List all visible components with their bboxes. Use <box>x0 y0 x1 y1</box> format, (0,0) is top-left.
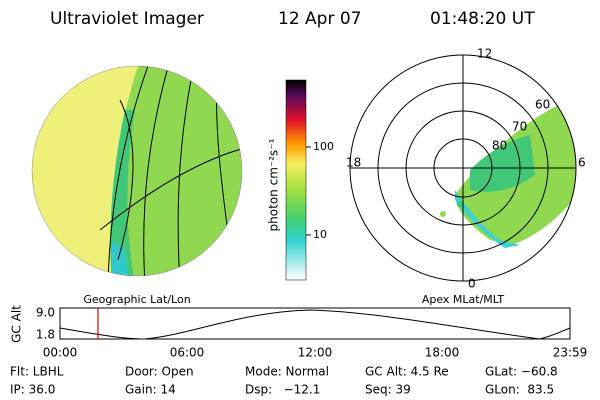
header: Ultraviolet Imager 12 Apr 07 01:48:20 UT <box>50 9 535 29</box>
disk-outline <box>31 65 243 277</box>
info-field: Flt: LBHL <box>10 365 64 379</box>
info-panel: Flt: LBHL Door: Open Mode: Normal GC Alt: 4… <box>10 365 558 397</box>
info-field: GC Alt: 4.5 Re <box>365 365 449 379</box>
info-field: GLon: 83.5 <box>485 383 554 397</box>
colorbar: 100 10 photon cm⁻²s⁻¹ <box>267 79 334 281</box>
polar-image: 12 18 6 0 80 70 60 <box>346 47 586 291</box>
info-field: Dsp: −12.1 <box>245 383 320 397</box>
y-axis-label: GC Alt <box>10 305 24 343</box>
x-label: 18:00 <box>425 346 460 360</box>
altitude-plot: GC Alt 9.0 1.8 00:00 06:00 12:00 18:00 2… <box>10 305 588 360</box>
mlt-label: 18 <box>346 156 361 170</box>
mlat-label: 80 <box>492 139 507 153</box>
mlt-label: 0 <box>468 277 476 291</box>
geographic-image <box>32 66 242 276</box>
date: 12 Apr 07 <box>278 9 361 29</box>
x-label: 12:00 <box>298 346 333 360</box>
mlt-label: 6 <box>578 156 586 170</box>
x-label: 00:00 <box>43 346 78 360</box>
x-label: 23:59 <box>553 346 588 360</box>
time: 01:48:20 UT <box>430 9 535 29</box>
instrument: Ultraviolet Imager <box>50 9 204 29</box>
mlat-label: 60 <box>535 98 550 112</box>
info-field: IP: 36.0 <box>10 383 55 397</box>
colorbar-label: photon cm⁻²s⁻¹ <box>267 138 281 231</box>
info-field: Door: Open <box>125 365 194 379</box>
colorbar-tick: 10 <box>313 228 327 241</box>
y-label: 1.8 <box>36 328 55 342</box>
mlt-label: 12 <box>477 47 492 61</box>
info-field: GLat: −60.8 <box>485 365 558 379</box>
right-caption: Apex MLat/MLT <box>422 293 505 306</box>
left-caption: Geographic Lat/Lon <box>83 293 190 306</box>
info-field: Seq: 39 <box>365 383 411 397</box>
mlat-label: 70 <box>512 120 527 134</box>
info-field: Mode: Normal <box>245 365 329 379</box>
x-label: 06:00 <box>170 346 205 360</box>
info-field: Gain: 14 <box>125 383 176 397</box>
y-label: 9.0 <box>36 306 55 320</box>
colorbar-tick: 100 <box>313 140 334 153</box>
